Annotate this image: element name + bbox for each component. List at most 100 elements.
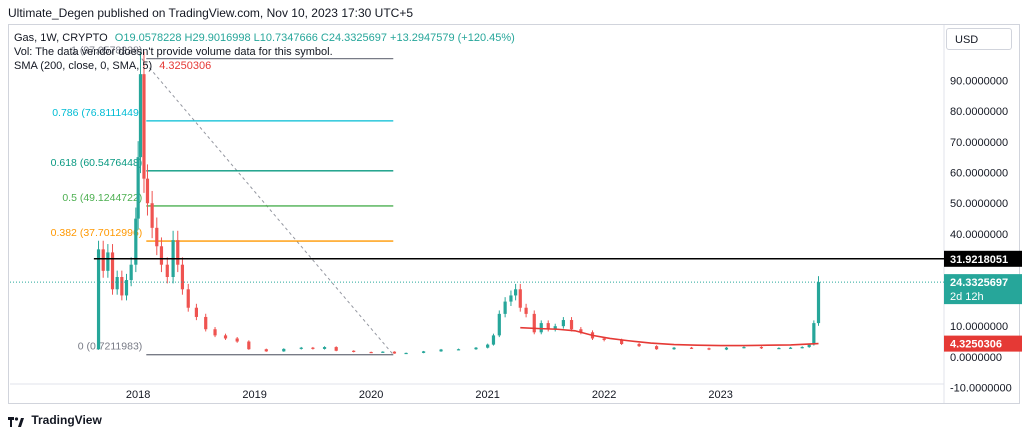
- candle-body: [115, 277, 119, 290]
- fib-level-label: 0.382 (37.7012996): [51, 227, 143, 239]
- x-tick-label: 2019: [242, 389, 266, 401]
- legend-symbol[interactable]: Gas, 1W, CRYPTO: [14, 32, 108, 44]
- candle-body: [569, 320, 574, 330]
- x-tick-label: 2021: [475, 389, 499, 401]
- candle-body: [96, 249, 101, 350]
- candle-body: [299, 347, 303, 349]
- current-price-countdown: 2d 12h: [950, 291, 984, 303]
- candle-body: [620, 340, 624, 344]
- candle-body: [392, 351, 397, 354]
- y-tick-label: 90.0000000: [950, 75, 1008, 87]
- legend-sma-label[interactable]: SMA (200, close, 0, SMA, 5): [14, 60, 153, 72]
- legend-sma-value: 4.3250306: [159, 60, 212, 72]
- currency-button[interactable]: USD: [946, 28, 1012, 50]
- sma-badge: [944, 335, 1022, 352]
- x-tick-label: 2020: [359, 389, 383, 401]
- candle-body: [672, 347, 676, 350]
- badges-layer: 31.9218051 24.3325697 2d 12h 4.3250306: [944, 250, 1022, 352]
- candle-body: [546, 323, 550, 330]
- series-layer: [96, 51, 821, 355]
- x-tick-label: 2022: [592, 389, 616, 401]
- fibonacci-layer: 1 (97.0578228) 0.786 (76.8111449) 0.618 (6…: [51, 45, 394, 356]
- resistance-badge: [944, 250, 1022, 267]
- candle-body: [404, 352, 408, 355]
- candle-body: [486, 344, 490, 348]
- y-tick-label: 40.0000000: [950, 229, 1008, 241]
- candle-body: [282, 348, 286, 352]
- candle-body: [311, 347, 315, 349]
- candle-body: [807, 344, 811, 348]
- candle-body: [223, 335, 228, 339]
- publisher-line: Ultimate_Degen published on TradingView.…: [8, 6, 414, 20]
- x-tick-label: 2018: [126, 389, 150, 401]
- candle-body: [381, 351, 385, 353]
- candle-body: [247, 341, 251, 350]
- chart-panel[interactable]: [8, 24, 1020, 404]
- candle-body: [165, 264, 169, 277]
- candle-body: [159, 246, 164, 265]
- y-tick-label: 80.0000000: [950, 106, 1008, 118]
- resistance-badge-label: 31.9218051: [950, 254, 1008, 266]
- candle-body: [150, 203, 154, 228]
- candle-body: [524, 307, 528, 314]
- candle-body: [101, 249, 105, 271]
- candle-body: [138, 74, 143, 158]
- candle-body: [539, 323, 543, 333]
- candle-body: [213, 329, 217, 336]
- candle-body: [503, 301, 507, 314]
- candle-body: [439, 349, 443, 352]
- candle-body: [654, 346, 659, 350]
- candle-body: [129, 264, 133, 281]
- fib-level-label: 0.5 (49.1244722): [62, 192, 142, 204]
- fib-level-label: 0.618 (60.5476448): [51, 157, 143, 169]
- candle-body: [120, 277, 124, 296]
- candle-body: [491, 335, 496, 345]
- axis-layer: 90.0000000 80.0000000 70.0000000 60.0000000…: [10, 25, 1012, 403]
- candle-body: [155, 227, 159, 247]
- candle-body: [509, 295, 513, 302]
- candle-body: [561, 320, 565, 327]
- candle-body: [369, 351, 373, 354]
- candle-body: [579, 329, 583, 333]
- levels-layer: [10, 258, 944, 283]
- legend-ohlc: O19.0578228 H29.9016998 L10.7347666 C24.…: [114, 32, 515, 44]
- candle-body: [136, 157, 140, 219]
- y-tick-label: -10.0000000: [950, 383, 1012, 395]
- legend-symbol-row[interactable]: Gas, 1W, CRYPTO O19.0578228 H29.9016998 …: [14, 32, 515, 44]
- y-tick-label: 60.0000000: [950, 168, 1008, 180]
- fib-level-label: 0 (0.7211983): [78, 341, 143, 353]
- sma-line: [520, 326, 819, 347]
- candle-body: [204, 316, 208, 330]
- candle-body: [264, 349, 268, 352]
- candle-body: [334, 347, 338, 351]
- fib-level-label: 0.786 (76.8111449): [52, 107, 142, 119]
- candle-body: [134, 218, 138, 265]
- candle-body: [145, 178, 150, 204]
- candle-body: [186, 289, 190, 308]
- candle-body: [421, 351, 426, 353]
- sma-badge-label: 4.3250306: [950, 339, 1002, 351]
- tradingview-logo-icon: [8, 416, 24, 427]
- candle-body: [106, 252, 110, 271]
- y-tick-label: 50.0000000: [950, 198, 1008, 210]
- candle-body: [532, 313, 536, 333]
- candle-body: [142, 74, 146, 179]
- y-tick-label: 10.0000000: [950, 321, 1008, 333]
- candle-body: [816, 282, 821, 324]
- candle-body: [637, 343, 641, 347]
- candle-body: [110, 252, 115, 290]
- legend-sma-row[interactable]: SMA (200, close, 0, SMA, 5) 4.3250306: [14, 60, 211, 72]
- candle-body: [497, 313, 501, 336]
- candle-body: [812, 323, 816, 345]
- candle-body: [742, 347, 746, 349]
- candle-body: [514, 289, 518, 296]
- y-tick-label: 70.0000000: [950, 137, 1008, 149]
- candle-body: [176, 240, 180, 265]
- candle-body: [800, 347, 804, 349]
- y-tick-label: 0.0000000: [950, 352, 1002, 364]
- candle-body: [180, 264, 185, 290]
- tradingview-brand[interactable]: TradingView: [8, 413, 102, 427]
- current-price-label: 24.3325697: [950, 277, 1008, 289]
